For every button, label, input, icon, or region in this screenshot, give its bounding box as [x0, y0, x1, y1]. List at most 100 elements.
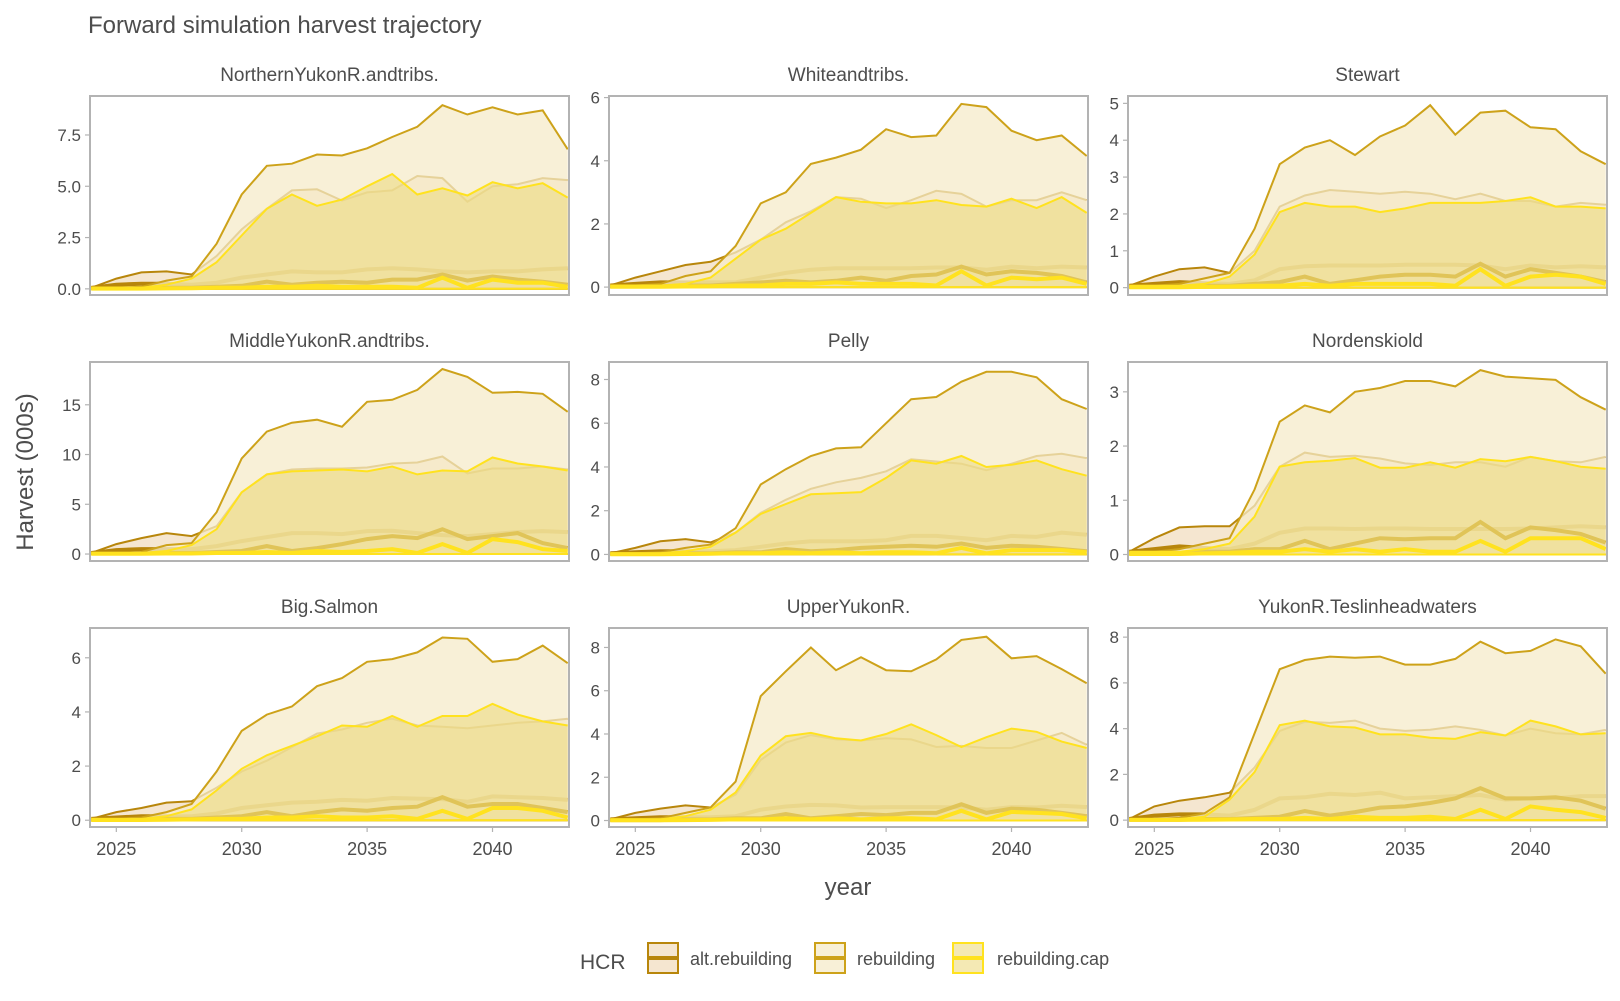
panel-strip-label: MiddleYukonR.andtribs. — [229, 331, 430, 352]
band-rebuilding-cap — [610, 724, 1087, 821]
y-tick-label: 6 — [591, 682, 600, 701]
upper-line-rebuilding — [610, 102, 1088, 287]
x-tick-label: 2025 — [1134, 839, 1174, 859]
y-tick-label: 0 — [591, 812, 600, 831]
x-tick-label: 2040 — [991, 839, 1031, 859]
panel-strip-label: Big.Salmon — [281, 597, 378, 618]
y-tick-label: 3 — [1110, 168, 1119, 187]
y-tick-label: 0 — [72, 811, 81, 830]
y-tick-label: 10 — [62, 446, 81, 465]
panel-strip-label: Nordenskiold — [1312, 331, 1423, 352]
y-tick-label: 0 — [591, 278, 600, 297]
upper-line-rebuilding — [1129, 638, 1607, 820]
x-tick-label: 2035 — [347, 839, 387, 859]
legend-item-rebuilding-cap: rebuilding.cap — [952, 942, 1109, 974]
legend-title: HCR — [580, 951, 626, 974]
panel-border — [89, 95, 570, 296]
legend-label: rebuilding.cap — [997, 949, 1109, 969]
upper-line-rebuilding — [1129, 103, 1607, 287]
y-tick-label: 8 — [1110, 628, 1119, 647]
panel-stewart: Stewart 0 1 2 3 4 5 — [1110, 65, 1608, 298]
x-tick-label: 2040 — [1510, 839, 1550, 859]
panel-nordenskiold: Nordenskiold 0 1 2 3 — [1110, 331, 1608, 564]
y-tick-label: 1 — [1110, 242, 1119, 261]
y-tick-label: 0 — [72, 545, 81, 564]
band-rebuilding-cap — [610, 456, 1087, 555]
panel-strip-label: UpperYukonR. — [787, 597, 911, 618]
panel-border — [1127, 95, 1608, 296]
y-tick-label: 5 — [72, 495, 81, 514]
x-tick-label: 2030 — [222, 839, 262, 859]
x-tick-label: 2025 — [615, 839, 655, 859]
panel-border — [608, 627, 1089, 828]
y-tick-label: 2.5 — [57, 229, 81, 248]
chart-title: Forward simulation harvest trajectory — [88, 12, 481, 39]
upper-line-rebuilding — [91, 636, 569, 820]
y-tick-label: 6 — [1110, 674, 1119, 693]
y-tick-label: 2 — [591, 768, 600, 787]
y-tick-label: 2 — [1110, 205, 1119, 224]
panel-strip-label: Whiteandtribs. — [788, 65, 909, 86]
y-tick-label: 4 — [591, 152, 600, 171]
upper-line-rebuilding — [91, 367, 569, 554]
y-tick-label: 0 — [591, 545, 600, 564]
band-rebuilding-cap — [1129, 197, 1606, 288]
x-tick-label: 2035 — [866, 839, 906, 859]
band-rebuilding-cap — [1129, 720, 1606, 821]
legend-label: alt.rebuilding — [690, 949, 792, 969]
y-tick-label: 5.0 — [57, 177, 81, 196]
panel-strip-label: Stewart — [1335, 65, 1400, 86]
panel-strip-label: YukonR.Teslinheadwaters — [1258, 597, 1477, 618]
y-tick-label: 0 — [1110, 279, 1119, 298]
band-rebuilding-cap — [91, 703, 568, 821]
band-rebuilding-cap — [91, 174, 568, 289]
y-tick-label: 5 — [1110, 94, 1119, 113]
y-tick-label: 6 — [591, 89, 600, 108]
x-tick-label: 2040 — [472, 839, 512, 859]
y-tick-label: 4 — [591, 725, 600, 744]
upper-line-rebuilding — [610, 370, 1088, 555]
upper-line-rebuilding — [91, 104, 569, 289]
y-tick-label: 4 — [1110, 131, 1119, 150]
panel-border — [608, 361, 1089, 562]
y-tick-label: 0 — [1110, 545, 1119, 564]
upper-line-rebuilding-cap — [91, 456, 568, 554]
band-rebuilding-cap — [1129, 456, 1606, 555]
panel-northernyukonr-andtribs: NorthernYukonR.andtribs. 0.0 2.5 5.0 7.5 — [57, 65, 570, 299]
median-line-rebuilding-cap — [1129, 536, 1607, 556]
panel-pelly: Pelly 0 2 4 6 8 — [591, 331, 1089, 564]
upper-line-rebuilding-cap — [1129, 196, 1606, 287]
y-tick-label: 6 — [591, 414, 600, 433]
legend-label: rebuilding — [857, 949, 935, 969]
panel-strip-label: Pelly — [828, 331, 870, 352]
y-tick-label: 4 — [1110, 720, 1119, 739]
y-tick-label: 2 — [72, 757, 81, 776]
y-tick-label: 4 — [591, 458, 600, 477]
x-tick-label: 2030 — [741, 839, 781, 859]
y-tick-label: 2 — [591, 215, 600, 234]
y-tick-label: 8 — [591, 638, 600, 657]
upper-line-rebuilding-cap — [91, 702, 568, 820]
x-tick-label: 2025 — [96, 839, 136, 859]
panel-yukonr-teslinheadwaters: YukonR.Teslinheadwaters 0 2 4 6 8 2025 2030 2035… — [1110, 597, 1608, 859]
y-tick-label: 2 — [591, 502, 600, 521]
y-tick-label: 7.5 — [57, 126, 81, 145]
panel-big-salmon: Big.Salmon 0 2 4 6 2025 2030 2035 2040 — [72, 597, 570, 859]
panel-middleyukonr-andtribs: MiddleYukonR.andtribs. 0 5 10 15 — [62, 331, 570, 564]
upper-line-rebuilding-cap — [610, 195, 1088, 287]
panel-upperyukonr: UpperYukonR. 0 2 4 6 8 2025 2030 2035 2040 — [591, 597, 1089, 859]
panels: NorthernYukonR.andtribs. 0.0 2.5 5.0 7.5 Whit… — [57, 65, 1608, 859]
legend-item-rebuilding: rebuilding — [814, 942, 935, 974]
panel-border — [1127, 361, 1608, 562]
upper-line-rebuilding-cap — [610, 454, 1087, 555]
panel-border — [608, 95, 1089, 296]
y-tick-label: 15 — [62, 396, 81, 415]
upper-line-rebuilding-cap — [91, 172, 569, 289]
panel-whiteandtribs: Whiteandtribs. 0 2 4 6 — [591, 65, 1089, 297]
y-tick-label: 0 — [1110, 811, 1119, 830]
y-tick-label: 0.0 — [57, 280, 81, 299]
legend-item-alt-rebuilding: alt.rebuilding — [647, 942, 792, 974]
panel-strip-label: NorthernYukonR.andtribs. — [220, 65, 439, 86]
legend: HCR alt.rebuilding rebuilding rebuilding.c… — [580, 942, 1109, 974]
